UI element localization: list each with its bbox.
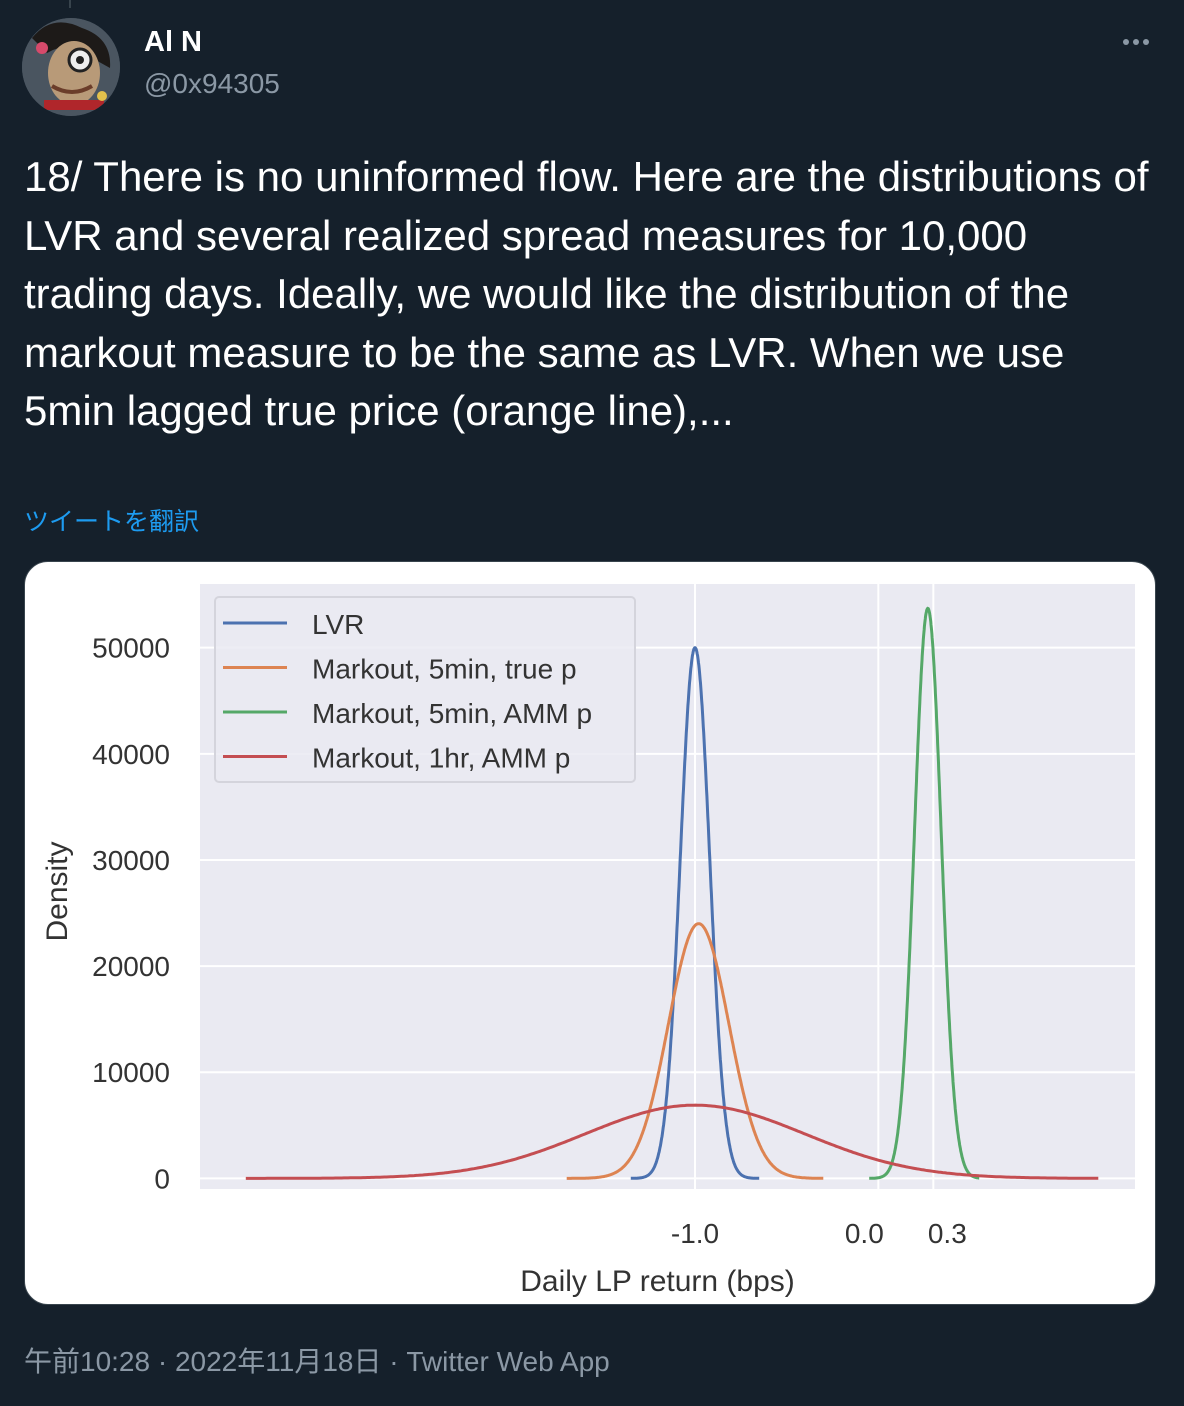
more-horizontal-icon xyxy=(1133,39,1139,45)
author-handle[interactable]: @0x94305 xyxy=(144,68,280,99)
avatar[interactable] xyxy=(22,18,120,116)
y-tick-label: 0 xyxy=(154,1163,170,1194)
legend-label: LVR xyxy=(312,609,364,640)
translate-tweet-link[interactable]: ツイートを翻訳 xyxy=(24,508,200,536)
y-tick-label: 50000 xyxy=(92,633,170,664)
more-horizontal-icon xyxy=(1123,39,1129,45)
tweet-source[interactable]: Twitter Web App xyxy=(406,1346,610,1377)
series-line xyxy=(869,606,980,1180)
y-tick-label: 10000 xyxy=(92,1057,170,1088)
author-name[interactable]: Al N xyxy=(144,26,202,58)
thread-connector xyxy=(69,0,71,8)
x-tick-label: 0.0 xyxy=(845,1218,884,1249)
y-tick-label: 20000 xyxy=(92,951,170,982)
tweet-date[interactable]: 2022年11月18日 xyxy=(174,1346,382,1377)
more-horizontal-icon xyxy=(1143,39,1149,45)
tweet-metadata: 午前10:28 · 2022年11月18日 · Twitter Web App xyxy=(24,1340,610,1380)
avatar-image xyxy=(22,18,120,116)
y-tick-label: 30000 xyxy=(92,845,170,876)
separator: · xyxy=(150,1346,175,1377)
series-line xyxy=(630,646,760,1180)
legend-box xyxy=(214,596,636,783)
legend-label: Markout, 1hr, AMM p xyxy=(312,743,570,774)
density-chart: 0 10000 20000 30000 40000 50000 -1.0 0.0 0.3 Dail… xyxy=(41,584,1135,1298)
y-tick-label: 40000 xyxy=(92,739,170,770)
x-tick-label: 0.3 xyxy=(928,1218,967,1249)
legend-label: Markout, 5min, true p xyxy=(312,654,577,685)
y-axis-label: Density xyxy=(41,841,74,941)
series-line xyxy=(566,922,824,1180)
tweet-media-chart[interactable]: 0 10000 20000 30000 40000 50000 -1.0 0.0 0.3 Dail… xyxy=(24,561,1156,1305)
separator: · xyxy=(381,1346,407,1377)
tweet-text: 18/ There is no uninformed flow. Here ar… xyxy=(24,153,1149,434)
more-options-button[interactable] xyxy=(1116,22,1156,62)
x-tick-label: -1.0 xyxy=(671,1218,719,1249)
x-axis-label: Daily LP return (bps) xyxy=(520,1265,795,1298)
tweet-time[interactable]: 午前10:28 xyxy=(24,1346,151,1377)
legend-label: Markout, 5min, AMM p xyxy=(312,698,592,729)
series-line xyxy=(245,1103,1099,1180)
